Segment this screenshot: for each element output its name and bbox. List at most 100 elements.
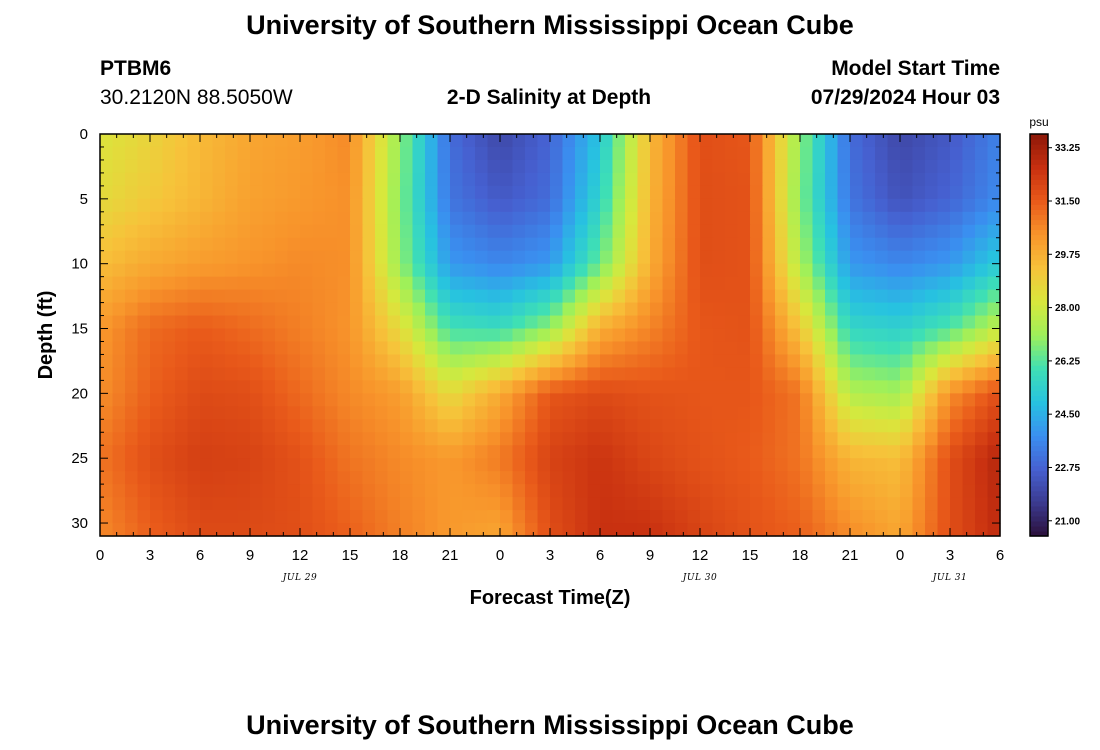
heatmap-cell [300, 393, 314, 407]
heatmap-cell [950, 341, 964, 356]
heatmap-cell [812, 315, 826, 330]
heatmap-cell [625, 406, 639, 420]
heatmap-cell [912, 250, 926, 265]
heatmap-cell [437, 134, 451, 148]
heatmap-cell [750, 458, 764, 472]
heatmap-cell [737, 134, 751, 148]
heatmap-cell [175, 341, 189, 356]
heatmap-cell [800, 328, 814, 343]
heatmap-cell [375, 380, 389, 394]
heatmap-cell [237, 432, 251, 446]
heatmap-cell [100, 224, 114, 239]
heatmap-cell [700, 354, 714, 369]
heatmap-cell [825, 432, 839, 446]
colorbar-segment [1030, 184, 1048, 190]
heatmap-cell [700, 198, 714, 213]
heatmap-cell [512, 185, 526, 200]
heatmap-cell [987, 263, 1001, 278]
heatmap-cell [587, 224, 601, 239]
heatmap-cell [975, 445, 989, 459]
heatmap-cell [100, 315, 114, 330]
colorbar-segment [1030, 450, 1048, 457]
heatmap-cell [862, 432, 876, 446]
heatmap-cell [325, 185, 339, 200]
heatmap-cell [137, 134, 151, 148]
heatmap-cell [437, 497, 451, 511]
heatmap-cell [462, 458, 476, 472]
x-date-label: JUL 31 [931, 573, 967, 583]
heatmap-cell [375, 367, 389, 381]
heatmap-cell [275, 445, 289, 459]
heatmap-cell [412, 393, 426, 407]
heatmap-cell [587, 185, 601, 200]
heatmap-cell [712, 419, 726, 433]
heatmap-cell [462, 159, 476, 174]
heatmap-cell [462, 341, 476, 356]
heatmap-cell [775, 134, 789, 148]
heatmap-cell [337, 276, 351, 291]
x-tick-label: 0 [896, 547, 904, 564]
heatmap-cell [387, 289, 401, 304]
heatmap-cell [962, 159, 976, 174]
heatmap-cell [262, 250, 276, 265]
heatmap-cell [975, 341, 989, 356]
x-tick-label: 3 [146, 547, 154, 564]
heatmap-cell [487, 134, 501, 148]
heatmap-cell [262, 302, 276, 317]
heatmap-cell [587, 341, 601, 356]
heatmap-cell [150, 328, 164, 343]
heatmap-cell [600, 458, 614, 472]
heatmap-cell [150, 445, 164, 459]
heatmap-cell [612, 172, 626, 187]
heatmap-cell [225, 523, 239, 537]
heatmap-cell [962, 250, 976, 265]
heatmap-cell [200, 224, 214, 239]
heatmap-cell [550, 497, 564, 511]
heatmap-cell [325, 393, 339, 407]
heatmap-cell [350, 419, 364, 433]
heatmap-cell [300, 185, 314, 200]
heatmap-cell [487, 328, 501, 343]
heatmap-cell [175, 510, 189, 524]
heatmap-cell [187, 419, 201, 433]
heatmap-cell [950, 198, 964, 213]
heatmap-cell [537, 341, 551, 356]
heatmap-cell [812, 380, 826, 394]
heatmap-cell [275, 146, 289, 161]
heatmap-cell [675, 445, 689, 459]
heatmap-cell [475, 146, 489, 161]
heatmap-cell [687, 237, 701, 252]
heatmap-cell [362, 276, 376, 291]
heatmap-cell [875, 315, 889, 330]
heatmap-cell [987, 380, 1001, 394]
heatmap-cell [387, 224, 401, 239]
heatmap-cell [162, 146, 176, 161]
heatmap-cell [875, 510, 889, 524]
heatmap-cell [212, 419, 226, 433]
heatmap-cell [562, 484, 576, 498]
heatmap-cell [737, 354, 751, 369]
heatmap-cell [450, 393, 464, 407]
heatmap-cell [162, 393, 176, 407]
heatmap-cell [487, 185, 501, 200]
heatmap-cell [262, 419, 276, 433]
heatmap-cell [387, 432, 401, 446]
colorbar-segment [1030, 174, 1048, 180]
heatmap-cell [400, 406, 414, 420]
heatmap-cell [575, 354, 589, 369]
heatmap-cell [525, 432, 539, 446]
heatmap-cell [837, 419, 851, 433]
heatmap-cell [925, 211, 939, 226]
heatmap-cell [362, 406, 376, 420]
heatmap-cell [737, 393, 751, 407]
heatmap-cell [562, 432, 576, 446]
heatmap-cell [112, 250, 126, 265]
x-tick-label: 3 [546, 547, 554, 564]
heatmap-cell [337, 354, 351, 369]
heatmap-cell [862, 484, 876, 498]
heatmap-cell [187, 393, 201, 407]
heatmap-cell [537, 185, 551, 200]
heatmap-cell [937, 172, 951, 187]
heatmap-cell [275, 393, 289, 407]
heatmap-cell [300, 250, 314, 265]
